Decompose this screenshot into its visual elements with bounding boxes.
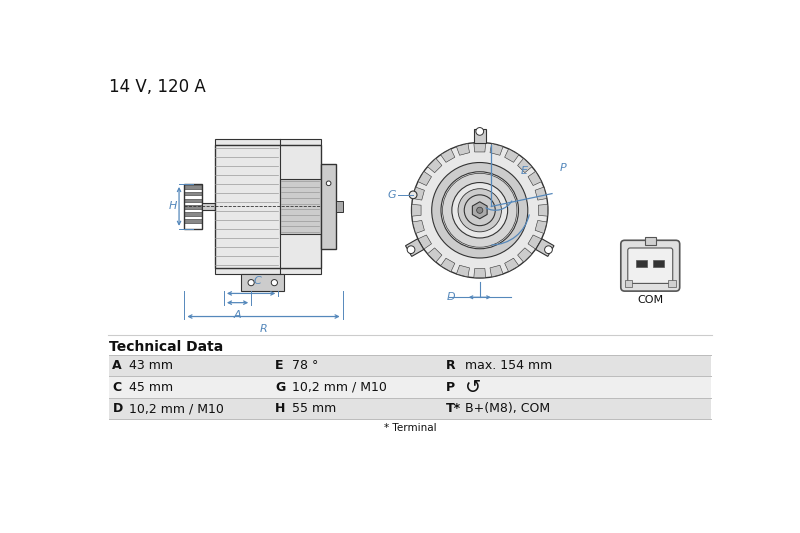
Circle shape bbox=[545, 246, 552, 254]
Circle shape bbox=[452, 182, 508, 238]
Circle shape bbox=[476, 127, 484, 135]
Polygon shape bbox=[535, 187, 547, 200]
Polygon shape bbox=[427, 248, 442, 262]
Bar bbox=[654, 260, 664, 267]
Polygon shape bbox=[457, 143, 470, 155]
Text: T*: T* bbox=[446, 402, 461, 415]
Text: 10,2 mm / M10: 10,2 mm / M10 bbox=[292, 381, 387, 394]
Circle shape bbox=[442, 173, 517, 247]
Polygon shape bbox=[518, 158, 532, 173]
Bar bbox=[215, 268, 321, 274]
Text: 55 mm: 55 mm bbox=[292, 402, 337, 415]
Polygon shape bbox=[518, 248, 532, 262]
Circle shape bbox=[432, 163, 528, 258]
Polygon shape bbox=[505, 149, 519, 163]
Text: max. 154 mm: max. 154 mm bbox=[465, 359, 552, 372]
Bar bbox=[645, 237, 656, 245]
Text: * Terminal: * Terminal bbox=[384, 423, 436, 433]
Bar bbox=[185, 199, 202, 203]
Polygon shape bbox=[536, 239, 554, 256]
Polygon shape bbox=[418, 235, 431, 249]
Text: G: G bbox=[275, 381, 286, 394]
Bar bbox=[110, 398, 710, 419]
Text: D: D bbox=[112, 402, 122, 415]
Text: P: P bbox=[446, 381, 454, 394]
Bar bbox=[202, 203, 215, 210]
Bar bbox=[185, 205, 202, 209]
Text: COM: COM bbox=[637, 295, 663, 305]
Bar bbox=[242, 274, 284, 291]
Bar bbox=[336, 201, 342, 212]
Bar bbox=[636, 260, 647, 267]
Polygon shape bbox=[412, 204, 421, 216]
Text: A: A bbox=[112, 359, 122, 372]
Text: 45 mm: 45 mm bbox=[130, 381, 174, 394]
Bar bbox=[215, 139, 321, 145]
Circle shape bbox=[477, 207, 483, 213]
Polygon shape bbox=[538, 204, 548, 216]
Text: E: E bbox=[275, 359, 284, 372]
Circle shape bbox=[441, 172, 518, 249]
Bar bbox=[185, 219, 202, 223]
Circle shape bbox=[326, 181, 331, 185]
Bar bbox=[215, 145, 321, 268]
Text: Technical Data: Technical Data bbox=[110, 340, 223, 353]
Text: H: H bbox=[275, 402, 286, 415]
Bar bbox=[110, 377, 710, 398]
Bar bbox=[185, 185, 202, 189]
Bar bbox=[668, 280, 676, 287]
Text: C: C bbox=[254, 276, 262, 286]
Text: D: D bbox=[446, 292, 455, 302]
Circle shape bbox=[248, 280, 254, 286]
Polygon shape bbox=[441, 258, 455, 272]
Polygon shape bbox=[490, 143, 503, 155]
Text: A: A bbox=[234, 310, 242, 320]
Polygon shape bbox=[441, 149, 455, 163]
Polygon shape bbox=[427, 158, 442, 173]
Text: 43 mm: 43 mm bbox=[130, 359, 174, 372]
Text: R: R bbox=[446, 359, 455, 372]
Polygon shape bbox=[505, 258, 519, 272]
Circle shape bbox=[407, 246, 415, 254]
Polygon shape bbox=[413, 221, 425, 233]
Polygon shape bbox=[457, 265, 470, 277]
Bar bbox=[185, 212, 202, 216]
Circle shape bbox=[458, 189, 502, 232]
Polygon shape bbox=[528, 172, 542, 185]
Circle shape bbox=[271, 280, 278, 286]
Polygon shape bbox=[528, 235, 542, 249]
Polygon shape bbox=[413, 187, 425, 200]
Bar bbox=[110, 355, 710, 376]
Circle shape bbox=[410, 191, 417, 199]
Bar bbox=[185, 192, 202, 196]
Polygon shape bbox=[535, 221, 547, 233]
Polygon shape bbox=[474, 269, 486, 278]
Text: H: H bbox=[169, 201, 177, 212]
Polygon shape bbox=[472, 202, 487, 219]
Polygon shape bbox=[474, 128, 486, 142]
Text: C: C bbox=[112, 381, 122, 394]
Text: E: E bbox=[521, 166, 528, 175]
Polygon shape bbox=[474, 143, 486, 152]
Polygon shape bbox=[406, 239, 424, 256]
Text: P: P bbox=[560, 163, 567, 173]
FancyBboxPatch shape bbox=[621, 240, 680, 291]
Polygon shape bbox=[490, 265, 503, 277]
Text: B+(M8), COM: B+(M8), COM bbox=[465, 402, 550, 415]
Text: 78 °: 78 ° bbox=[292, 359, 318, 372]
Bar bbox=[625, 280, 633, 287]
Circle shape bbox=[464, 195, 495, 225]
Bar bbox=[321, 164, 336, 249]
Bar bbox=[280, 179, 321, 234]
Text: 10,2 mm / M10: 10,2 mm / M10 bbox=[130, 402, 224, 415]
Circle shape bbox=[411, 142, 548, 278]
Text: ↺: ↺ bbox=[465, 378, 482, 397]
Text: G: G bbox=[388, 190, 397, 200]
FancyBboxPatch shape bbox=[628, 248, 673, 284]
Text: R: R bbox=[260, 324, 267, 334]
Bar bbox=[185, 184, 202, 229]
Text: 14 V, 120 A: 14 V, 120 A bbox=[110, 78, 206, 96]
Polygon shape bbox=[418, 172, 431, 185]
